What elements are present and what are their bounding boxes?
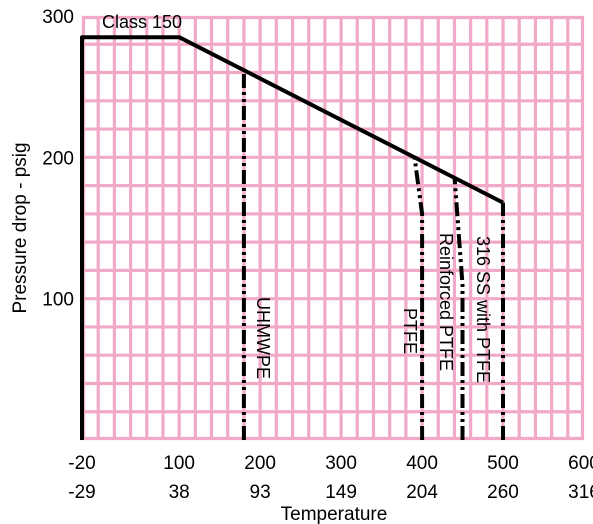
chart-grid xyxy=(81,15,585,441)
series-line-class-150 xyxy=(80,35,504,440)
x-tick-label-f: 400 xyxy=(406,453,438,474)
series-label-uhmwpe: UHMWPE xyxy=(253,297,273,379)
x-tick-label-f: -20 xyxy=(68,453,95,474)
series-label-reinforced-ptfe: Reinforced PTFE xyxy=(436,233,456,371)
chart-labels: 300 200 100 -20 -29 100 38 200 93 300 149 400 204 500… xyxy=(10,7,593,524)
x-tick-label-c: 38 xyxy=(169,482,190,503)
x-tick-label-f: 300 xyxy=(325,453,357,474)
x-tick-label-c: 260 xyxy=(487,482,519,503)
y-tick-label: 300 xyxy=(42,7,74,28)
chart-curves xyxy=(80,35,505,440)
x-tick-label-c: 316 xyxy=(568,482,593,503)
series-label-316-ss-with-ptfe: 316 SS with PTFE xyxy=(473,236,493,383)
y-tick-label: 100 xyxy=(42,290,74,311)
x-tick-label-f: 100 xyxy=(163,453,195,474)
series-line-ptfe xyxy=(412,152,425,440)
x-tick-label-c: 149 xyxy=(325,482,357,503)
x-tick-label-f: 500 xyxy=(487,453,519,474)
x-tick-label-c: 204 xyxy=(406,482,438,503)
x-tick-label-c: -29 xyxy=(68,482,95,503)
x-tick-label-c: 93 xyxy=(250,482,271,503)
x-axis-title: Temperature xyxy=(281,504,388,524)
x-tick-label-f: 600 xyxy=(568,453,593,474)
series-line-reinforced-ptfe xyxy=(452,176,465,440)
y-tick-label: 200 xyxy=(42,148,74,169)
series-label-ptfe: PTFE xyxy=(400,308,420,354)
series-label-class-150: Class 150 xyxy=(102,12,182,32)
y-axis-title: Pressure drop - psig xyxy=(10,142,31,313)
x-tick-label-f: 200 xyxy=(244,453,276,474)
